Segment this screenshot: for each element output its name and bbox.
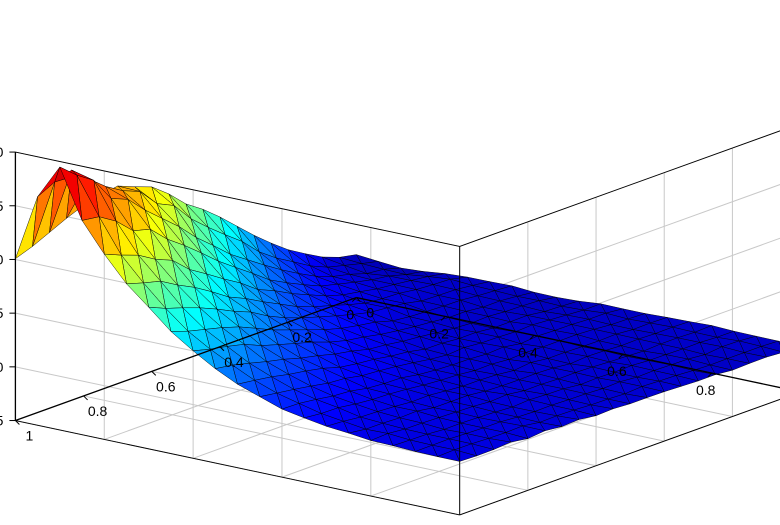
tick-label: -5 bbox=[0, 413, 4, 429]
tick-label: 0.8 bbox=[88, 403, 108, 419]
surface-mesh bbox=[15, 167, 780, 461]
tick-label: 1 bbox=[26, 428, 34, 444]
tick-label: 5 bbox=[0, 305, 4, 321]
tick-label: 0 bbox=[0, 359, 4, 375]
tick-label: 0.8 bbox=[696, 382, 716, 398]
tick-label: 0 bbox=[366, 305, 374, 321]
tick-label: 10 bbox=[0, 251, 4, 267]
tick-label: 20 bbox=[0, 144, 4, 160]
tick-label: 0.4 bbox=[518, 344, 538, 360]
tick-label: 15 bbox=[0, 198, 4, 214]
tick-label: 0.2 bbox=[429, 325, 449, 341]
tick-label: 0.2 bbox=[292, 329, 312, 345]
tick-label: 0.6 bbox=[156, 378, 176, 394]
surface3d-chart: 00.20.40.60.8100.20.40.60.81-505101520 bbox=[0, 0, 780, 525]
tick-label: 0.4 bbox=[224, 354, 244, 370]
tick-label: 0.6 bbox=[607, 363, 627, 379]
tick-label: 0 bbox=[346, 307, 354, 323]
